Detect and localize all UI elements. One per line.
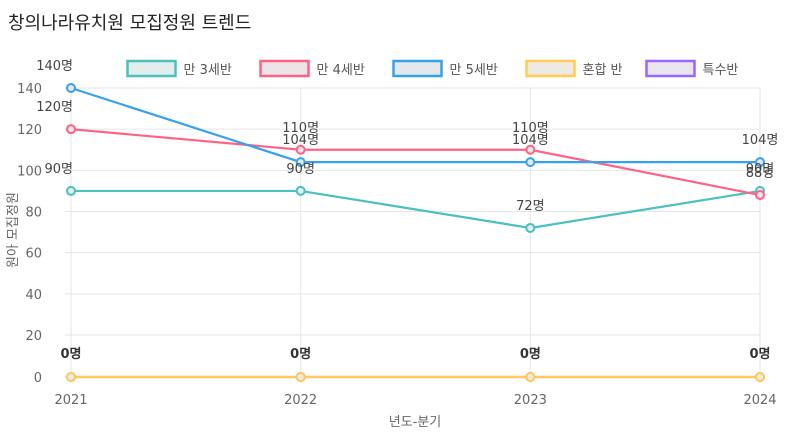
series-line-3 bbox=[70, 86, 760, 164]
series-lines bbox=[70, 86, 761, 379]
legend-swatch bbox=[392, 59, 443, 78]
data-label: 88명 bbox=[746, 166, 775, 181]
y-tick-label: 100 bbox=[17, 164, 42, 179]
data-point[interactable] bbox=[66, 124, 76, 135]
legend-swatch bbox=[525, 59, 576, 78]
series-line-1 bbox=[71, 189, 761, 230]
y-tick-label: 40 bbox=[25, 288, 42, 303]
legend-item-1[interactable]: 만 3세반 bbox=[126, 59, 232, 78]
data-label: 90명 bbox=[44, 162, 73, 177]
data-point[interactable] bbox=[66, 83, 76, 93]
data-label-zero: 0명 bbox=[520, 346, 541, 362]
data-label: 120명 bbox=[36, 100, 73, 115]
data-point[interactable] bbox=[66, 185, 76, 196]
y-axis-ticks: 0 20 40 60 80 100 120 140 bbox=[17, 82, 42, 386]
legend-swatch bbox=[645, 59, 696, 78]
data-label: 110명 bbox=[282, 121, 319, 136]
y-tick-label: 120 bbox=[17, 123, 42, 138]
x-tick-label: 2024 bbox=[743, 393, 776, 408]
data-point[interactable] bbox=[295, 185, 306, 196]
grid-lines bbox=[65, 87, 761, 383]
y-tick-label: 60 bbox=[25, 247, 42, 262]
legend-item-5[interactable]: 특수반 bbox=[645, 59, 739, 78]
legend-label: 특수반 bbox=[703, 63, 739, 78]
data-label: 104명 bbox=[512, 133, 549, 148]
series-points bbox=[66, 83, 765, 382]
legend-item-3[interactable]: 만 5세반 bbox=[392, 59, 498, 78]
y-tick-label: 140 bbox=[17, 82, 42, 97]
data-label-zero: 0명 bbox=[290, 346, 311, 362]
data-label: 104명 bbox=[742, 133, 779, 148]
y-tick-label: 80 bbox=[25, 206, 42, 221]
data-point[interactable] bbox=[525, 372, 536, 382]
chart-title: 창의나라유치원 모집정원 트렌드 bbox=[8, 13, 252, 34]
legend-label: 만 5세반 bbox=[450, 63, 498, 78]
data-label: 90명 bbox=[286, 162, 315, 177]
data-point[interactable] bbox=[295, 157, 306, 168]
x-axis-title: 년도-분기 bbox=[389, 415, 442, 430]
x-tick-label: 2022 bbox=[284, 393, 317, 408]
data-label: 110명 bbox=[512, 121, 549, 136]
data-point[interactable] bbox=[525, 144, 536, 155]
legend-swatch bbox=[126, 59, 177, 78]
x-tick-label: 2023 bbox=[514, 393, 547, 408]
series-line-2 bbox=[70, 128, 761, 197]
data-label-zero: 0명 bbox=[749, 346, 770, 362]
data-point[interactable] bbox=[755, 190, 765, 201]
data-label-zero: 0명 bbox=[60, 346, 81, 362]
data-label: 140명 bbox=[36, 59, 73, 74]
legend-label: 만 4세반 bbox=[317, 63, 365, 78]
legend[interactable]: 만 3세반 만 4세반 만 5세반 혼합 반 특수반 bbox=[126, 59, 739, 78]
data-label: 72명 bbox=[516, 199, 545, 214]
y-axis-title: 원아 모집정원 bbox=[6, 192, 21, 268]
data-point[interactable] bbox=[525, 222, 536, 233]
data-point[interactable] bbox=[755, 372, 765, 382]
data-point[interactable] bbox=[66, 372, 76, 382]
x-tick-label: 2021 bbox=[54, 393, 87, 408]
data-point[interactable] bbox=[525, 157, 536, 168]
legend-item-4[interactable]: 혼합 반 bbox=[525, 59, 623, 78]
legend-swatch bbox=[259, 59, 310, 78]
y-tick-label: 0 bbox=[34, 371, 42, 386]
data-point[interactable] bbox=[755, 157, 765, 168]
legend-label: 만 3세반 bbox=[184, 63, 232, 78]
x-axis-ticks: 2021 2022 2023 2024 bbox=[54, 393, 776, 408]
data-labels: 90명 90명 72명 90명 120명 110명 110명 88명 140명 104명 104명 1… bbox=[36, 59, 778, 362]
data-point[interactable] bbox=[295, 372, 306, 382]
legend-item-2[interactable]: 만 4세반 bbox=[259, 59, 365, 78]
legend-label: 혼합 반 bbox=[583, 63, 623, 78]
y-tick-label: 20 bbox=[25, 329, 42, 344]
data-point[interactable] bbox=[295, 144, 306, 155]
data-label: 90명 bbox=[746, 162, 775, 177]
data-label: 104명 bbox=[282, 133, 319, 148]
